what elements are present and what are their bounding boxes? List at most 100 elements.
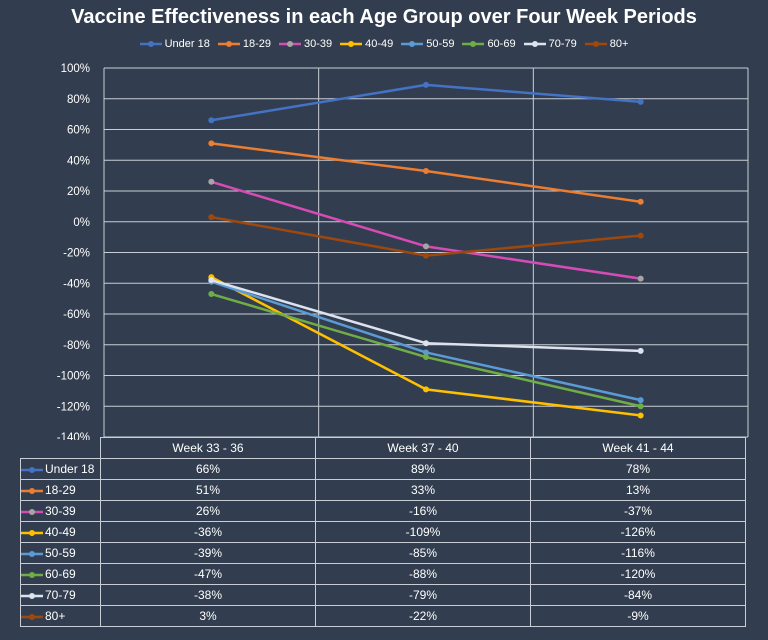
table-swatch-60-69 [21,571,43,578]
data-point-under-18 [637,98,644,105]
legend-label: 40-49 [365,38,394,50]
table-swatch-40-49 [21,529,43,536]
legend-item-60-69: 60-69 [462,38,516,50]
data-point-30-39 [208,178,215,185]
table-series-label: 50-59 [20,542,101,564]
data-point-18-29 [208,140,215,147]
data-point-40-49 [423,386,429,393]
data-point-30-39 [423,243,429,250]
table-swatch-80- [21,613,43,620]
y-tick-label: -120% [57,401,90,413]
series-line-30-39 [210,180,641,280]
table-cell-value: -47% [100,563,316,585]
series-line-under-18 [211,83,641,122]
y-tick-label: 20% [67,186,90,198]
table-cell-value: -22% [315,605,531,627]
table-cell-value: -116% [530,542,746,564]
table-series-label: 30-39 [20,500,101,522]
legend-swatch-40-49 [340,41,363,47]
data-point-60-69 [423,354,429,361]
table-cell-value: -88% [315,563,531,585]
table-cell-value: 3% [100,605,316,627]
legend-item-80-: 80+ [584,38,629,50]
data-point-80- [423,252,429,259]
data-point-80- [637,232,644,239]
table-series-label: 80+ [20,605,101,627]
table-row: 80+ 3% -22% -9% [20,605,746,627]
data-point-40-49 [637,412,644,419]
table-cell-value: -84% [530,584,746,606]
legend-item-under-18: Under 18 [139,38,210,50]
table-swatch-30-39 [21,508,43,515]
table-row: 70-79 -38% -79% -84% [20,584,746,606]
y-tick-label: -40% [63,278,90,290]
x-tick-label: Week 33 - 36 [100,437,316,459]
legend-swatch-50-59 [401,41,424,47]
table-series-label: 40-49 [20,521,101,543]
line-chart: -140% -120% -100% -80% -60% -40% -20% 0% 20% 40% 6… [57,63,749,440]
table-swatch-70-79 [21,592,43,599]
y-tick-label: -100% [57,371,90,383]
legend-label: 50-59 [426,38,455,50]
table-cell-value: 33% [315,479,531,501]
table-row: 60-69 -47% -88% -120% [20,563,746,585]
table-series-label: 70-79 [20,584,101,606]
table-cell-value: -16% [315,500,531,522]
legend-swatch-60-69 [462,41,485,47]
y-tick-label: 100% [61,63,90,75]
table-row: 40-49 -36% -109% -126% [20,521,746,543]
data-point-30-39 [637,275,644,282]
legend-item-30-39: 30-39 [279,38,332,50]
table-cell-value: 13% [530,479,746,501]
series-name: 80+ [45,609,66,623]
x-tick-label: Week 41 - 44 [530,437,746,459]
legend-swatch-18-29 [217,41,240,47]
table-series-label: 60-69 [20,563,101,585]
table-cell-value: -9% [530,605,746,627]
data-point-under-18 [423,81,429,88]
table-row: Under 18 66% 89% 78% [20,458,746,480]
legend-item-40-49: 40-49 [340,38,393,50]
y-tick-label: 0% [73,217,90,229]
table-cell-value: -36% [100,521,316,543]
legend-swatch-under-18 [139,41,162,47]
legend-item-18-29: 18-29 [217,38,271,50]
table-row: 50-59 -39% -85% -116% [20,542,746,564]
legend-swatch-80- [584,41,607,47]
table-cell-value: -37% [530,500,746,522]
series-name: 30-39 [45,504,76,518]
data-point-50-59 [423,349,429,356]
data-point-70-79 [423,340,429,347]
legend-item-50-59: 50-59 [401,38,454,50]
table-swatch-under-18 [21,466,43,473]
data-point-60-69 [637,403,644,410]
table-series-label: Under 18 [20,458,101,480]
legend-label: 80+ [609,38,629,50]
table-swatch-50-59 [21,550,43,557]
legend-swatch-70-79 [523,41,546,47]
series-name: 18-29 [45,483,76,497]
data-table: Week 33 - 36 Week 37 - 40 Week 41 - 44 Unde… [20,437,746,627]
y-tick-label: 60% [67,125,90,137]
table-series-label: 18-29 [20,479,101,501]
table-header-row: Week 33 - 36 Week 37 - 40 Week 41 - 44 [20,437,746,459]
series-name: 50-59 [45,546,76,560]
table-cell-value: -85% [315,542,531,564]
y-tick-label: -20% [63,248,90,260]
table-swatch-18-29 [21,487,43,494]
table-cell-value: -39% [100,542,316,564]
legend-label: 60-69 [487,38,516,50]
legend-label: 70-79 [548,38,577,50]
data-point-under-18 [208,117,215,124]
table-row: 18-29 51% 33% 13% [20,479,746,501]
data-point-18-29 [637,198,644,205]
data-point-70-79 [208,277,215,284]
chart-title: Vaccine Effectiveness in each Age Group … [71,6,697,28]
y-tick-label: -60% [63,309,90,321]
data-point-70-79 [637,347,644,354]
x-tick-label: Week 37 - 40 [315,437,531,459]
series-line-80- [211,215,641,257]
table-cell-value: -126% [530,521,746,543]
legend-label: 30-39 [304,38,333,50]
table-corner [20,437,101,459]
